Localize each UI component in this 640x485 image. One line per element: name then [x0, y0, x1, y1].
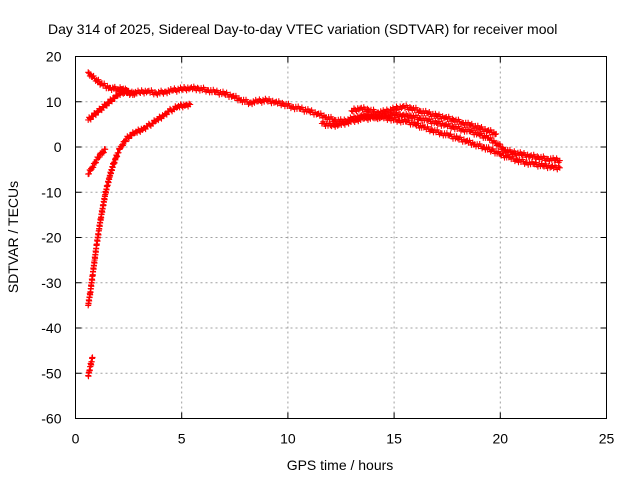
- x-tick-label: 20: [493, 431, 509, 447]
- data-series: [318, 112, 563, 173]
- x-axis-label: GPS time / hours: [287, 457, 394, 473]
- data-point-markers: [85, 354, 96, 380]
- data-series: [85, 354, 96, 380]
- data-point-markers: [85, 100, 194, 309]
- x-tick-label: 10: [280, 431, 296, 447]
- y-tick-label: 0: [54, 139, 62, 155]
- data-point-markers: [119, 83, 563, 166]
- y-tick-label: 20: [46, 49, 62, 65]
- y-tick-label: -10: [41, 184, 61, 200]
- x-tick-label: 25: [599, 431, 615, 447]
- data-series: [348, 102, 500, 138]
- y-tick-label: -20: [41, 230, 61, 246]
- x-tick-label: 0: [72, 431, 80, 447]
- x-tick-label: 15: [386, 431, 402, 447]
- grid-layer: [75, 56, 607, 419]
- chart-title: Day 314 of 2025, Sidereal Day-to-day VTE…: [48, 21, 557, 37]
- y-tick-label: 10: [46, 94, 62, 110]
- y-tick-label: -30: [41, 275, 61, 291]
- y-axis-label: SDTVAR / TECUs: [5, 181, 21, 293]
- data-point-markers: [348, 102, 500, 138]
- data-series: [119, 83, 563, 166]
- tick-layer: 0 5 10 15 20 25 -60 -50 -40 -30 -20 -10 0 10 20: [41, 49, 614, 447]
- data-point-markers: [318, 112, 563, 173]
- y-tick-label: -40: [41, 320, 61, 336]
- y-tick-label: -50: [41, 365, 61, 381]
- x-tick-label: 5: [178, 431, 186, 447]
- data-series: [85, 146, 109, 178]
- y-tick-label: -60: [41, 411, 61, 427]
- data-layer: [85, 69, 563, 380]
- data-series: [85, 100, 194, 309]
- data-point-markers: [85, 146, 109, 178]
